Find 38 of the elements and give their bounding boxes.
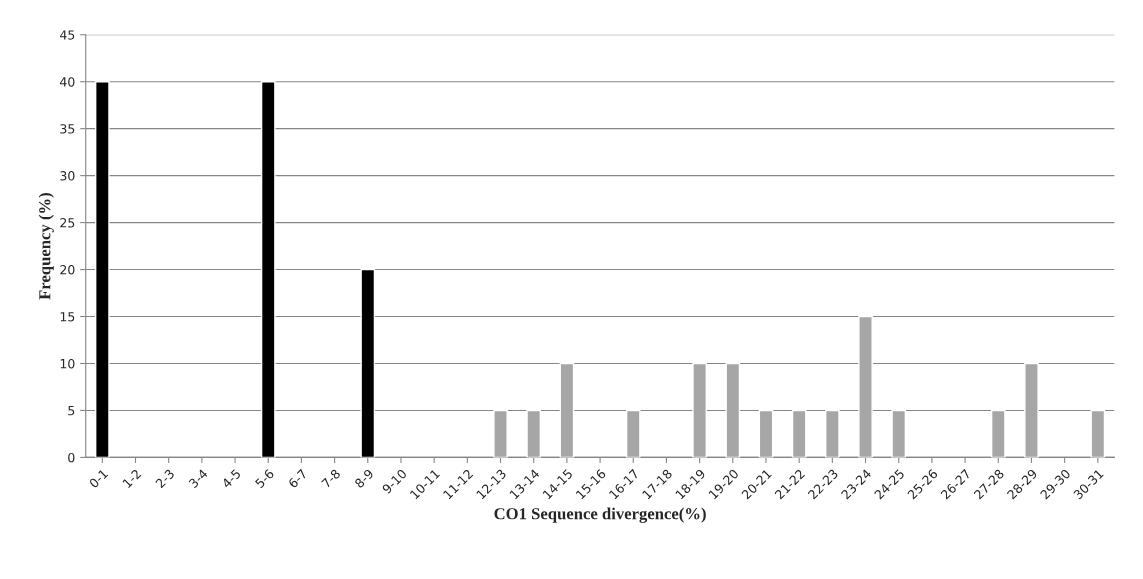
bar (493, 409, 508, 458)
y-tick-label: 0 (68, 452, 75, 463)
bar (526, 409, 542, 458)
bar (625, 409, 641, 458)
y-tick-label: 30 (60, 171, 75, 181)
bar (990, 409, 1006, 458)
x-tick-label: 8-9 (354, 468, 375, 489)
y-axis-title: Frequency (%) (38, 193, 54, 300)
x-tick-label: 6-7 (287, 468, 308, 489)
x-tick-label: 1-2 (122, 468, 142, 489)
bar (858, 315, 873, 458)
y-tick-label: 20 (60, 265, 75, 275)
bar (791, 409, 807, 458)
bar (891, 409, 907, 458)
bar (260, 81, 276, 458)
y-tick-label: 35 (60, 124, 75, 134)
bar (825, 409, 840, 458)
bar (1090, 409, 1106, 458)
bar (692, 362, 707, 458)
bar (758, 409, 774, 458)
y-tick-label: 25 (60, 218, 75, 228)
bar (725, 362, 741, 458)
y-tick-label: 40 (60, 77, 75, 87)
y-tick-label: 15 (60, 312, 75, 322)
y-tick-label: 10 (60, 358, 75, 369)
x-tick-label: 5-6 (254, 468, 275, 489)
x-tick-label: 2-3 (155, 468, 175, 489)
x-axis-title: CO1 Sequence divergence(%) (494, 507, 706, 523)
x-tick-label: 4-5 (221, 468, 242, 489)
x-tick-label: 7-8 (321, 468, 341, 489)
y-tick-label: 5 (68, 406, 75, 416)
bar (360, 268, 376, 458)
x-tick-label: 3-4 (188, 468, 209, 489)
bar (94, 81, 110, 458)
x-tick-label: 0-1 (88, 468, 109, 489)
bar (1024, 362, 1039, 458)
y-tick-label: 45 (60, 30, 75, 40)
bar (559, 362, 575, 458)
